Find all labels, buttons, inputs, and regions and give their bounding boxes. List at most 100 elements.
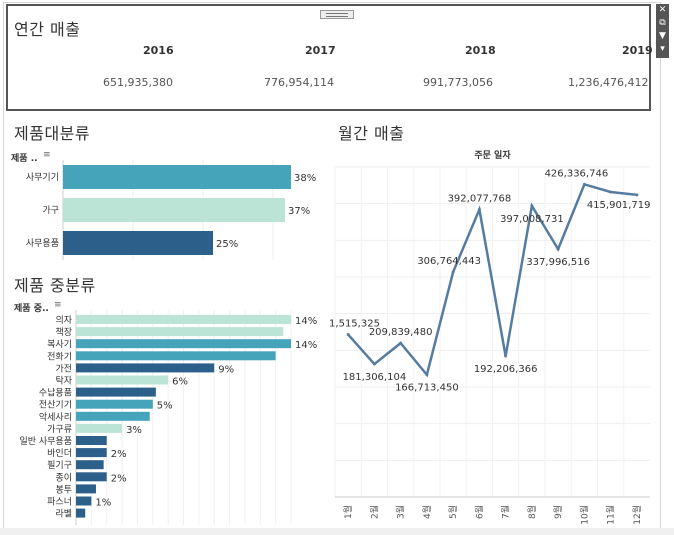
sheet-toolbar: ✕ ⧉ ▼ ▾ xyxy=(656,4,669,58)
month-tick-label: 11월 xyxy=(605,505,617,525)
category-label: 사무용품 xyxy=(26,238,59,249)
subcategory-value-label: 14% xyxy=(295,316,317,327)
subcategory-bar xyxy=(76,411,150,421)
month-tick-label: 6월 xyxy=(473,505,485,519)
subcategory-bar xyxy=(76,448,107,458)
subcategory-label: 봉투 xyxy=(55,484,72,495)
sales-point xyxy=(399,341,403,345)
subcategory-value-label: 9% xyxy=(218,364,234,375)
annual-sales-title: 연간 매출 xyxy=(14,20,81,39)
sales-point xyxy=(582,182,586,186)
subcategory-label: 책장 xyxy=(55,326,72,338)
category-bar xyxy=(63,198,285,222)
annual-sales-panel[interactable]: 연간 매출 2016 2017 2018 2019 651,935,380 77… xyxy=(6,4,653,111)
close-icon[interactable]: ✕ xyxy=(658,5,667,15)
subcategory-label: 바인더 xyxy=(47,448,72,459)
subcategory-value-label: 2% xyxy=(111,449,127,460)
kpi-year-2018: 2018 xyxy=(465,44,496,57)
subcategory-label: 가구류 xyxy=(47,424,72,435)
subcategory-label: 종이 xyxy=(55,472,72,483)
subcategory-label: 탁자 xyxy=(55,375,72,387)
category-value-label: 25% xyxy=(216,239,238,250)
subcategory-bar xyxy=(76,460,104,470)
subcategory-value-label: 2% xyxy=(111,473,127,484)
subcategory-label: 복사기 xyxy=(47,339,72,350)
sales-value-label: 209,839,480 xyxy=(369,327,433,338)
dropdown-icon[interactable]: ▾ xyxy=(660,44,665,54)
sales-value-label: 181,306,104 xyxy=(343,372,407,383)
kpi-year-2017: 2017 xyxy=(305,44,336,57)
drag-grip-handle[interactable] xyxy=(320,10,354,19)
sales-point xyxy=(530,204,534,208)
category-column-header[interactable]: 제품 .. xyxy=(11,154,38,164)
month-tick-label: 1월 xyxy=(342,505,354,519)
subcategory-label: 전산기기 xyxy=(39,400,72,411)
kpi-value-2016: 651,935,380 xyxy=(103,76,173,89)
subcategory-value-label: 14% xyxy=(295,340,317,351)
month-tick-label: 7월 xyxy=(500,505,512,519)
category-bar xyxy=(63,231,213,255)
sales-value-label: 392,077,768 xyxy=(448,193,512,204)
monthly-axis-header: 주문 일자 xyxy=(474,149,511,161)
subcategory-label: 의자 xyxy=(55,315,72,326)
sort-icon[interactable]: ≡ xyxy=(43,150,51,160)
subcategory-label: 악세사리 xyxy=(39,411,72,423)
subcategory-value-label: 3% xyxy=(126,425,142,436)
sales-point xyxy=(635,193,639,197)
sales-point xyxy=(372,362,376,366)
kpi-value-2017: 776,954,114 xyxy=(264,76,334,89)
sales-value-label: 192,206,366 xyxy=(474,364,538,375)
month-tick-label: 5월 xyxy=(447,505,459,519)
sales-point xyxy=(346,333,350,337)
sales-value-label: 306,764,443 xyxy=(417,256,481,267)
subcategory-bar xyxy=(76,423,123,433)
kpi-value-2018: 991,773,056 xyxy=(423,76,493,89)
subcategory-bar xyxy=(76,496,92,506)
subcategory-value-label: 1% xyxy=(95,498,111,509)
sales-value-label: 415,901,719 xyxy=(587,200,651,211)
sales-point xyxy=(451,270,455,274)
monthly-line-chart: 주문 일자 221,515,325 181,306,104 209,839,480 16… xyxy=(330,149,651,525)
subcategory-bar xyxy=(76,315,291,324)
subcategory-label: 필기구 xyxy=(47,459,72,471)
subcategory-label: 전화기 xyxy=(47,351,72,362)
sales-value-label: 397,008,731 xyxy=(500,214,564,225)
sort-icon[interactable]: ≡ xyxy=(54,300,62,310)
sales-point xyxy=(477,207,481,211)
subcategory-bar xyxy=(76,351,276,361)
sales-point xyxy=(425,373,429,377)
subcategory-column-header[interactable]: 제품 중.. xyxy=(14,304,49,314)
category-bar xyxy=(63,165,291,189)
month-tick-label: 2월 xyxy=(368,505,380,519)
filter-icon[interactable]: ▼ xyxy=(659,31,666,41)
category-label: 가구 xyxy=(42,205,59,216)
category-label: 사무기기 xyxy=(26,172,59,183)
subcategory-bar xyxy=(76,472,107,482)
sales-value-label: 337,996,516 xyxy=(526,257,590,268)
kpi-year-2019: 2019 xyxy=(622,44,653,57)
subcategory-value-label: 5% xyxy=(157,401,173,412)
subcategory-value-label: 6% xyxy=(172,377,188,388)
sales-value-label: 221,515,325 xyxy=(330,319,380,330)
category-value-label: 37% xyxy=(288,206,310,217)
subcategory-bar xyxy=(76,339,291,349)
popout-icon[interactable]: ⧉ xyxy=(659,18,666,28)
subcategory-bar xyxy=(76,484,96,494)
subcategory-bar xyxy=(76,327,284,337)
subcategory-label: 파스너 xyxy=(47,497,72,508)
kpi-value-2019: 1,236,476,412 xyxy=(568,76,649,89)
sales-point xyxy=(504,354,508,358)
kpi-year-2016: 2016 xyxy=(143,44,174,57)
month-tick-label: 9월 xyxy=(552,505,564,519)
sales-point xyxy=(609,190,613,194)
subcategory-bar xyxy=(76,436,107,445)
month-tick-label: 10월 xyxy=(578,505,590,525)
subcategory-bar xyxy=(76,363,215,373)
month-tick-label: 3월 xyxy=(395,505,407,519)
category-chart-title: 제품대분류 xyxy=(14,124,91,143)
subcategory-chart-title: 제품 중분류 xyxy=(14,276,96,295)
status-bar xyxy=(0,528,674,535)
subcategory-bar xyxy=(76,387,156,397)
category-bar-chart: 사무기기 38% 가구 37% 사무용품 25% xyxy=(26,160,316,260)
